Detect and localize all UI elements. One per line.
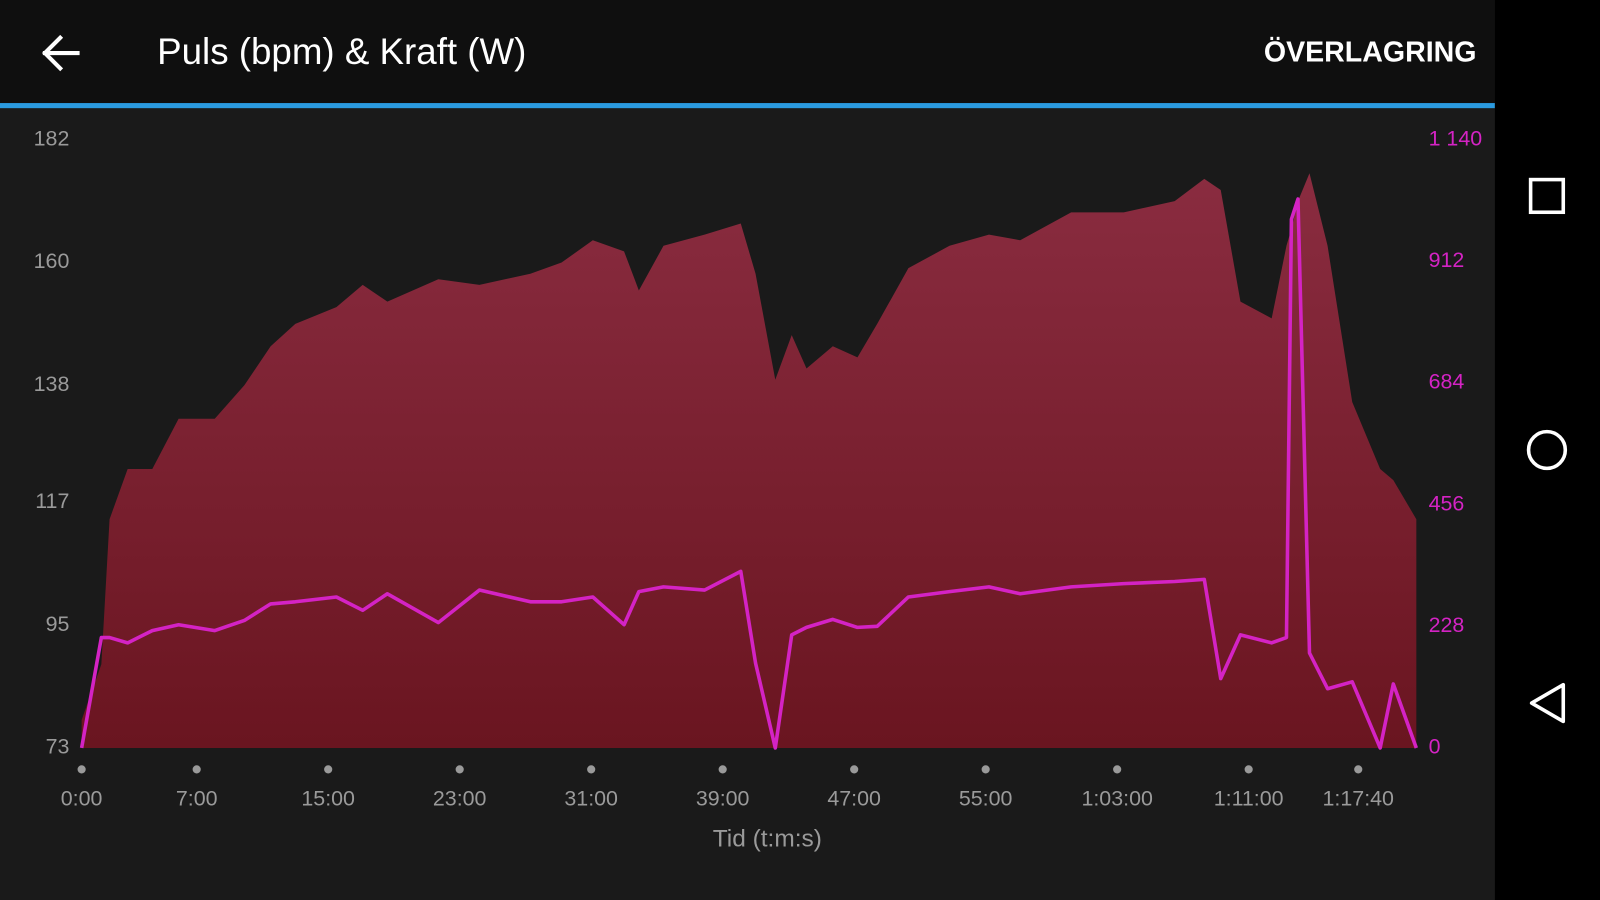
- x-tick-label: 15:00: [301, 787, 355, 811]
- x-tick-mark: [455, 765, 464, 774]
- y2-tick-label: 0: [1429, 735, 1441, 759]
- top-bar-accent: [0, 103, 1495, 109]
- x-tick-mark: [718, 765, 727, 774]
- plot: 73 95 117 138 160 182 0 228 456 684 912 1 140 0:00 7:…: [34, 126, 1483, 810]
- home-button[interactable]: [1526, 429, 1568, 471]
- heart-rate-area: [81, 173, 1417, 748]
- top-bar: [0, 0, 1495, 105]
- x-tick-label: 0:00: [61, 787, 103, 811]
- y-tick-label: 73: [46, 735, 70, 759]
- x-tick-mark: [324, 765, 333, 774]
- x-tick-label: 23:00: [433, 787, 487, 811]
- back-nav-button[interactable]: [1529, 682, 1566, 724]
- back-button[interactable]: [42, 34, 80, 72]
- x-axis-title: Tid (t:m:s): [713, 825, 822, 852]
- x-tick-label: 1:17:40: [1323, 787, 1395, 811]
- power-line: [79, 197, 1419, 750]
- y-tick-label: 182: [34, 126, 70, 150]
- recents-button[interactable]: [1528, 177, 1566, 215]
- x-tick-mark: [77, 765, 86, 774]
- nav-bar: [1494, 0, 1600, 900]
- x-tick-mark: [1113, 765, 1122, 774]
- x-tick-mark: [587, 765, 596, 774]
- x-tick-label: 39:00: [696, 787, 750, 811]
- y-tick-label: 160: [34, 249, 70, 273]
- y-tick-label: 138: [34, 372, 70, 396]
- x-tick-mark: [192, 765, 201, 774]
- y2-tick-label: 228: [1429, 613, 1465, 637]
- y2-tick-label: 1 140: [1429, 126, 1483, 150]
- y2-tick-label: 684: [1429, 370, 1465, 394]
- y2-tick-label: 912: [1429, 248, 1465, 272]
- x-tick-mark: [1354, 765, 1363, 774]
- overlay-button[interactable]: ÖVERLAGRING: [1264, 36, 1477, 69]
- screen-title: Puls (bpm) & Kraft (W): [157, 31, 526, 72]
- x-tick-label: 1:11:00: [1214, 787, 1284, 811]
- x-tick-label: 31:00: [564, 787, 618, 811]
- y-tick-label: 95: [46, 612, 70, 636]
- x-tick-label: 7:00: [176, 787, 218, 811]
- y-tick-label: 117: [35, 489, 69, 513]
- x-tick-label: 55:00: [959, 787, 1013, 811]
- x-tick-mark: [1244, 765, 1253, 774]
- y2-tick-label: 456: [1429, 491, 1465, 515]
- x-tick-label: 47:00: [827, 787, 881, 811]
- x-tick-mark: [850, 765, 859, 774]
- x-tick-mark: [981, 765, 990, 774]
- x-tick-label: 1:03:00: [1081, 787, 1153, 811]
